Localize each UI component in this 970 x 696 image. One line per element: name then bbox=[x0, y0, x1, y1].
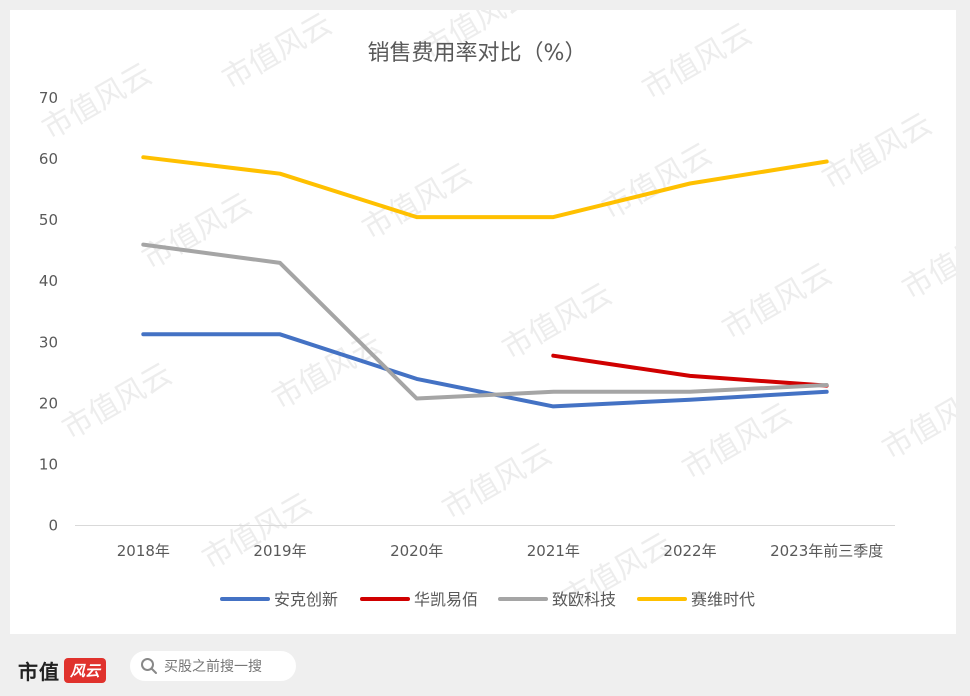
brand-badge: 风云 bbox=[64, 658, 107, 683]
series-line-致欧科技 bbox=[141, 242, 829, 401]
search-placeholder: 买股之前搜一搜 bbox=[164, 659, 262, 675]
series-line-华凯易佰 bbox=[551, 353, 829, 388]
y-tick-label: 0 bbox=[48, 517, 58, 535]
watermark-text: 市值风云 bbox=[717, 257, 838, 347]
y-tick-label: 60 bbox=[39, 150, 58, 168]
legend-label: 致欧科技 bbox=[552, 590, 616, 609]
watermark-text: 市值风云 bbox=[197, 487, 318, 577]
series-layer bbox=[141, 155, 829, 409]
watermark-text: 市值风云 bbox=[217, 10, 338, 97]
watermark-text: 市值风云 bbox=[437, 437, 558, 527]
x-tick-label: 2022年 bbox=[663, 542, 716, 560]
watermark-text: 市值风云 bbox=[137, 187, 258, 277]
chart-title: 销售费用率对比（%） bbox=[368, 41, 587, 66]
y-tick-label: 70 bbox=[39, 89, 58, 107]
watermark-text: 市值风云 bbox=[817, 107, 938, 197]
series-line-赛维时代 bbox=[141, 155, 829, 220]
brand-logo: 市值 风云 bbox=[18, 656, 107, 685]
y-tick-label: 20 bbox=[39, 394, 58, 412]
x-tick-label: 2019年 bbox=[253, 542, 306, 560]
watermark-text: 市值风云 bbox=[267, 327, 388, 417]
y-tick-label: 30 bbox=[39, 333, 58, 351]
axes: 0 10 20 30 40 50 60 70 2018年 2019年 2020年 2021年 2022年… bbox=[39, 89, 895, 560]
x-tick-label: 2020年 bbox=[390, 542, 443, 560]
brand-name: 市值 bbox=[18, 660, 60, 684]
legend-label: 华凯易佰 bbox=[414, 590, 478, 609]
footer: 市值 风云 买股之前搜一搜 bbox=[0, 640, 970, 696]
chart-card: 市值风云 市值风云 市值风云 市值风云 市值风云 市值风云 市值风云 市值风云 市值风云 市值风云… bbox=[10, 10, 956, 634]
y-tick-label: 50 bbox=[39, 211, 58, 229]
x-tick-label: 2018年 bbox=[117, 542, 170, 560]
y-tick-label: 40 bbox=[39, 272, 58, 290]
watermark-text: 市值风云 bbox=[897, 217, 957, 307]
watermark-text: 市值风云 bbox=[497, 277, 618, 367]
legend: 安克创新 华凯易佰 致欧科技 赛维时代 bbox=[220, 590, 755, 609]
y-tick-label: 10 bbox=[39, 455, 58, 473]
watermark-text: 市值风云 bbox=[637, 17, 758, 107]
x-tick-label: 2023年前三季度 bbox=[770, 542, 883, 560]
x-tick-label: 2021年 bbox=[527, 542, 580, 560]
watermark-text: 市值风云 bbox=[57, 357, 178, 447]
legend-label: 赛维时代 bbox=[691, 590, 755, 609]
legend-label: 安克创新 bbox=[274, 590, 338, 609]
search-box[interactable]: 买股之前搜一搜 bbox=[130, 651, 296, 681]
watermark-text: 市值风云 bbox=[677, 397, 798, 487]
search-icon bbox=[141, 658, 157, 674]
watermark-text: 市值风云 bbox=[877, 377, 957, 467]
series-line-安克创新 bbox=[141, 332, 829, 409]
